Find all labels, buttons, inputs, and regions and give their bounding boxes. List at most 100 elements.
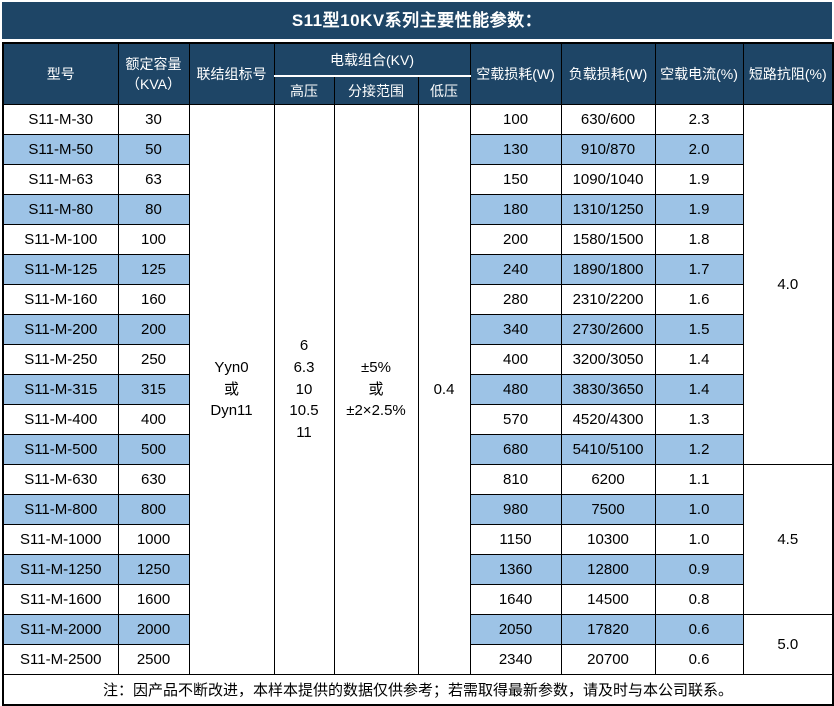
- table-row: S11-M-400 400 570 4520/4300 1.3: [2, 404, 833, 435]
- cell-kva: 125: [117, 254, 190, 285]
- col-header-high-voltage: 高压: [273, 75, 335, 105]
- cell-noload-current: 1.4: [654, 374, 744, 405]
- cell-noload-loss: 1150: [469, 524, 562, 555]
- cell-load-loss: 4520/4300: [560, 404, 656, 435]
- cell-noload-loss: 570: [469, 404, 562, 435]
- cell-load-loss: 7500: [560, 494, 656, 525]
- col-header-load-combo: 电载组合(KV): [273, 42, 471, 77]
- cell-kva: 2500: [117, 644, 190, 675]
- cell-load-loss: 630/600: [560, 104, 656, 135]
- cell-noload-current: 1.7: [654, 254, 744, 285]
- table-row: S11-M-1250 1250 1360 12800 0.9: [2, 554, 833, 585]
- cell-kva: 250: [117, 344, 190, 375]
- cell-model: S11-M-1600: [2, 584, 119, 615]
- cell-noload-loss: 980: [469, 494, 562, 525]
- cell-noload-current: 0.8: [654, 584, 744, 615]
- cell-noload-loss: 680: [469, 434, 562, 465]
- footer-note-row: 注：因产品不断改进，本样本提供的数据仅供参考；若需取得最新参数，请及时与本公司联…: [2, 674, 834, 706]
- cell-connection-group: Yyn0 或 Dyn11: [188, 104, 275, 675]
- header-row-1: 型号 额定容量 （KVA） 联结组标号 电载组合(KV) 空载损耗(W) 负载损…: [2, 42, 834, 105]
- cell-noload-loss: 280: [469, 284, 562, 315]
- table-row: S11-M-50 50 130 910/870 2.0: [2, 134, 833, 165]
- col-header-impedance: 短路抗阻(%): [742, 42, 834, 105]
- cell-load-loss: 3830/3650: [560, 374, 656, 405]
- cell-kva: 50: [117, 134, 190, 165]
- cell-model: S11-M-250: [2, 344, 119, 375]
- col-header-low-voltage: 低压: [417, 75, 471, 105]
- cell-model: S11-M-160: [2, 284, 119, 315]
- cell-low-voltage: 0.4: [417, 104, 471, 675]
- cell-model: S11-M-400: [2, 404, 119, 435]
- cell-load-loss: 910/870: [560, 134, 656, 165]
- cell-noload-loss: 480: [469, 374, 562, 405]
- col-header-load-loss: 负载损耗(W): [560, 42, 656, 105]
- cell-model: S11-M-50: [2, 134, 119, 165]
- cell-noload-loss: 340: [469, 314, 562, 345]
- table-row: S11-M-1600 1600 1640 14500 0.8: [2, 584, 833, 615]
- cell-kva: 800: [117, 494, 190, 525]
- cell-load-loss: 12800: [560, 554, 656, 585]
- cell-kva: 200: [117, 314, 190, 345]
- cell-load-loss: 10300: [560, 524, 656, 555]
- cell-noload-current: 1.0: [654, 524, 744, 555]
- col-header-connection: 联结组标号: [188, 42, 275, 105]
- cell-noload-loss: 2050: [469, 614, 562, 645]
- cell-kva: 30: [117, 104, 190, 135]
- table-row: S11-M-500 500 680 5410/5100 1.2: [2, 434, 833, 465]
- cell-noload-loss: 100: [469, 104, 562, 135]
- table-row: S11-M-2000 2000 2050 17820 0.6 5.0: [2, 614, 834, 675]
- cell-model: S11-M-1250: [2, 554, 119, 585]
- col-header-noload-loss: 空载损耗(W): [469, 42, 562, 105]
- cell-model: S11-M-315: [2, 374, 119, 405]
- cell-noload-current: 1.6: [654, 284, 744, 315]
- cell-kva: 630: [117, 464, 190, 495]
- col-header-noload-current: 空载电流(%): [654, 42, 744, 105]
- cell-kva: 315: [117, 374, 190, 405]
- cell-kva: 63: [117, 164, 190, 195]
- cell-model: S11-M-80: [2, 194, 119, 225]
- table-row: S11-M-630 630 810 6200 1.1 4.5: [2, 464, 834, 615]
- cell-model: S11-M-630: [2, 464, 119, 495]
- cell-model: S11-M-100: [2, 224, 119, 255]
- cell-load-loss: 3200/3050: [560, 344, 656, 375]
- cell-model: S11-M-2000: [2, 614, 119, 645]
- cell-load-loss: 2310/2200: [560, 284, 656, 315]
- cell-noload-current: 1.3: [654, 404, 744, 435]
- footer-note: 注：因产品不断改进，本样本提供的数据仅供参考；若需取得最新参数，请及时与本公司联…: [2, 674, 834, 706]
- cell-impedance-group1: 4.0: [742, 104, 834, 465]
- cell-noload-loss: 180: [469, 194, 562, 225]
- table-row: S11-M-315 315 480 3830/3650 1.4: [2, 374, 833, 405]
- cell-noload-current: 1.1: [654, 464, 744, 495]
- cell-kva: 160: [117, 284, 190, 315]
- cell-load-loss: 1580/1500: [560, 224, 656, 255]
- cell-load-loss: 14500: [560, 584, 656, 615]
- cell-noload-loss: 2340: [469, 644, 562, 675]
- cell-load-loss: 1090/1040: [560, 164, 656, 195]
- cell-noload-loss: 240: [469, 254, 562, 285]
- cell-load-loss: 5410/5100: [560, 434, 656, 465]
- table-row: S11-M-30 30 Yyn0 或 Dyn11 6 6.3 10 10.5 1…: [2, 104, 834, 675]
- cell-load-loss: 17820: [560, 614, 656, 645]
- cell-noload-current: 0.6: [654, 644, 744, 675]
- cell-kva: 1600: [117, 584, 190, 615]
- table-row: S11-M-200 200 340 2730/2600 1.5: [2, 314, 833, 345]
- spec-table: 型号 额定容量 （KVA） 联结组标号 电载组合(KV) 空载损耗(W) 负载损…: [2, 42, 834, 706]
- table-row: S11-M-2500 2500 2340 20700 0.6: [2, 644, 833, 675]
- cell-noload-current: 1.5: [654, 314, 744, 345]
- cell-noload-loss: 200: [469, 224, 562, 255]
- cell-noload-loss: 1640: [469, 584, 562, 615]
- cell-noload-loss: 1360: [469, 554, 562, 585]
- cell-high-voltage: 6 6.3 10 10.5 11: [273, 104, 335, 675]
- table-row: S11-M-125 125 240 1890/1800 1.7: [2, 254, 833, 285]
- cell-noload-current: 1.0: [654, 494, 744, 525]
- cell-noload-current: 0.9: [654, 554, 744, 585]
- cell-noload-current: 1.9: [654, 194, 744, 225]
- cell-noload-loss: 810: [469, 464, 562, 495]
- cell-noload-current: 1.2: [654, 434, 744, 465]
- cell-model: S11-M-200: [2, 314, 119, 345]
- cell-kva: 2000: [117, 614, 190, 645]
- cell-noload-loss: 400: [469, 344, 562, 375]
- cell-load-loss: 2730/2600: [560, 314, 656, 345]
- cell-model: S11-M-1000: [2, 524, 119, 555]
